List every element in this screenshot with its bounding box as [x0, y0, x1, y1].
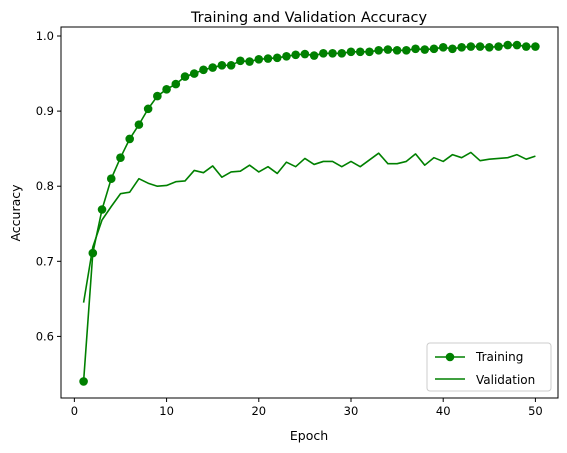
training-point: [328, 48, 337, 58]
x-tick-label: 30: [344, 404, 359, 418]
training-point: [374, 45, 383, 55]
training-point: [392, 45, 402, 55]
training-point: [337, 48, 347, 58]
training-point: [125, 134, 134, 144]
training-point: [457, 42, 466, 52]
training-point: [263, 54, 273, 63]
training-point: [291, 50, 300, 60]
training-point: [272, 53, 282, 63]
training-point: [365, 47, 374, 57]
validation-series-line: [82, 151, 536, 303]
training-point: [88, 248, 98, 258]
x-tick-label: 10: [159, 404, 174, 418]
y-axis-label: Accuracy: [8, 184, 23, 242]
training-point: [319, 48, 328, 58]
y-tick-label: 1.0: [36, 29, 54, 43]
training-point: [116, 153, 125, 162]
training-point: [503, 40, 513, 50]
training-point: [309, 51, 319, 60]
training-point: [531, 42, 540, 51]
x-tick-label: 50: [528, 404, 543, 418]
chart-title: Training and Validation Accuracy: [190, 10, 428, 26]
training-point: [494, 42, 503, 51]
x-tick-label: 20: [251, 404, 266, 418]
training-point: [143, 104, 153, 114]
training-point: [97, 205, 107, 214]
y-tick-label: 0.7: [36, 254, 54, 268]
training-point: [254, 54, 264, 64]
training-point: [448, 44, 457, 54]
training-point: [521, 42, 531, 51]
training-point: [217, 61, 227, 70]
x-tick-label: 40: [436, 404, 451, 418]
training-point: [245, 57, 254, 66]
training-point: [134, 120, 144, 129]
axis-ticks: 0 10 20 30 40 50 0.6 0.7 0.8 0.9 1.0: [36, 29, 543, 418]
training-point: [300, 49, 310, 59]
training-point: [485, 42, 494, 52]
training-point: [411, 44, 420, 54]
training-point: [402, 45, 411, 55]
axes-frame: [60, 26, 559, 399]
legend-training-label: Training: [475, 350, 523, 364]
x-tick-label: 0: [71, 404, 78, 418]
training-point: [429, 44, 439, 54]
training-point: [162, 85, 171, 94]
y-tick-label: 0.9: [36, 104, 54, 118]
plot-area: 0 10 20 30 40 50 0.6 0.7 0.8 0.9 1.0: [36, 26, 559, 418]
legend: Training Validation: [426, 342, 552, 392]
training-point: [189, 69, 199, 78]
training-point: [355, 47, 365, 57]
training-point: [512, 40, 522, 50]
training-point: [199, 65, 208, 75]
y-tick-label: 0.6: [36, 329, 54, 343]
training-point: [383, 45, 393, 54]
training-point: [420, 45, 430, 54]
training-point: [236, 56, 245, 66]
training-point: [438, 42, 448, 52]
training-point: [346, 47, 356, 57]
training-point: [171, 79, 181, 89]
training-point: [79, 377, 88, 386]
training-point: [475, 42, 485, 51]
training-point: [153, 91, 162, 101]
training-point: [282, 51, 291, 61]
legend-validation-label: Validation: [476, 373, 535, 387]
training-point: [106, 174, 116, 184]
series-layer: [79, 40, 540, 386]
legend-training-marker: [445, 352, 455, 362]
training-point: [226, 61, 236, 70]
training-point: [208, 63, 217, 72]
x-axis-label: Epoch: [290, 428, 328, 443]
y-tick-label: 0.8: [36, 179, 54, 193]
training-point: [180, 72, 190, 81]
training-point: [466, 42, 476, 51]
